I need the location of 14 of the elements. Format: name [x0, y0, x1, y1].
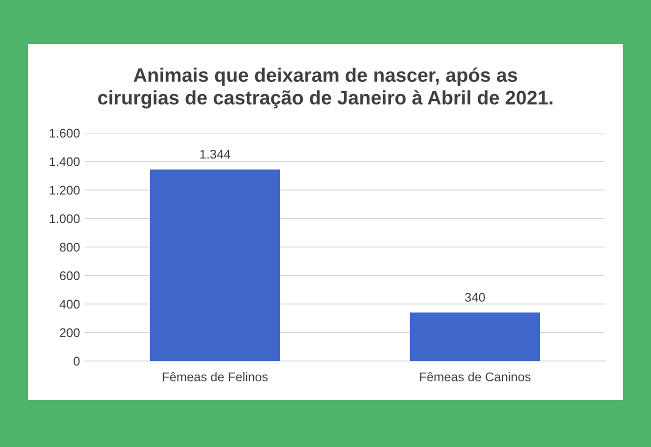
- y-tick-label: 200: [60, 328, 80, 338]
- x-tick-label: Fêmeas de Felinos: [162, 372, 268, 382]
- y-tick-label: 1.200: [50, 186, 80, 195]
- y-tick-label: 0: [74, 356, 80, 366]
- y-tick-label: 600: [60, 271, 80, 280]
- y-tick-label: 1.000: [50, 214, 80, 224]
- y-tick-label: 1.400: [50, 157, 80, 166]
- y-tick-label: 800: [60, 242, 80, 252]
- chart-title: Animais que deixaram de nascer, após as cirurgias de castração de Janeiro à Abril de 2021.: [98, 68, 552, 108]
- data-label: 340: [465, 292, 485, 302]
- data-label: 1.344: [200, 150, 230, 159]
- y-tick-label: 400: [60, 300, 80, 309]
- y-tick-label: 1.600: [50, 128, 80, 138]
- x-tick-label: Fêmeas de Caninos: [420, 372, 530, 382]
